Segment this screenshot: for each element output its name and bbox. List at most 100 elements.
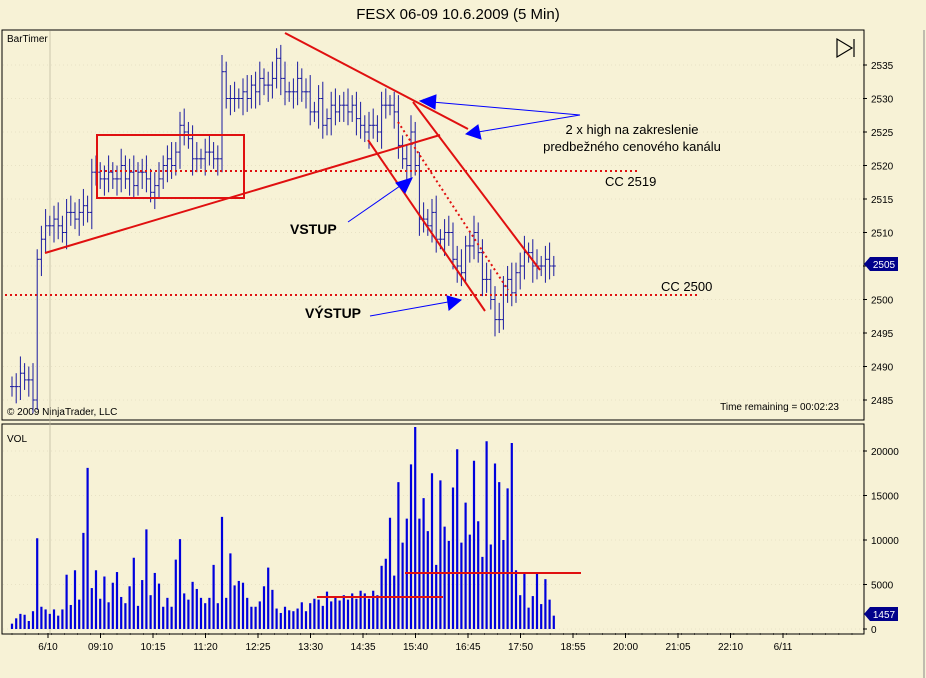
price-bar bbox=[442, 219, 447, 256]
level-2500-label: CC 2500 bbox=[661, 279, 712, 294]
price-bar bbox=[52, 205, 56, 243]
support-trendline bbox=[44, 134, 441, 254]
price-tick-label: 2530 bbox=[871, 95, 894, 106]
double-high-note-line2: predbežného cenového kanálu bbox=[543, 139, 721, 154]
price-bar bbox=[404, 145, 409, 183]
volume-label: VOL bbox=[7, 434, 27, 445]
channel-midline bbox=[397, 121, 509, 291]
price-bar bbox=[551, 255, 556, 277]
price-bar bbox=[320, 81, 325, 139]
price-bar bbox=[161, 155, 166, 189]
price-bar bbox=[220, 54, 224, 173]
price-bar bbox=[60, 215, 65, 243]
price-bar bbox=[47, 215, 52, 236]
price-bar bbox=[215, 145, 220, 176]
price-bar bbox=[488, 269, 493, 310]
price-bar bbox=[308, 75, 313, 126]
price-bar bbox=[241, 78, 245, 116]
price-bar bbox=[467, 232, 472, 263]
price-bar bbox=[207, 135, 212, 166]
time-tick-label: 6/10 bbox=[38, 642, 58, 653]
price-bar bbox=[379, 91, 384, 149]
price-bar bbox=[283, 61, 287, 106]
price-bar bbox=[232, 81, 237, 112]
bar-timer-end-icon[interactable] bbox=[836, 37, 855, 59]
price-bar bbox=[325, 108, 329, 136]
price-bar bbox=[73, 202, 77, 230]
price-bar bbox=[304, 78, 308, 109]
price-bar bbox=[463, 235, 468, 283]
price-bar bbox=[270, 61, 275, 99]
price-bar bbox=[152, 172, 157, 210]
copyright-label: © 2009 NinjaTrader, LLC bbox=[7, 407, 117, 418]
price-tick-label: 2495 bbox=[871, 329, 894, 340]
drawing-annotations bbox=[5, 32, 697, 598]
price-bar bbox=[333, 88, 338, 126]
price-tick-label: 2485 bbox=[871, 396, 894, 407]
volume-tick-label: 20000 bbox=[871, 447, 899, 458]
price-bar bbox=[56, 202, 61, 240]
price-bar bbox=[409, 115, 413, 179]
price-bar bbox=[262, 68, 266, 96]
price-bar bbox=[26, 366, 31, 397]
price-bar bbox=[354, 91, 359, 136]
price-bar bbox=[81, 188, 86, 226]
price-bar bbox=[211, 142, 216, 169]
price-bar bbox=[157, 162, 161, 199]
volume-tick-label: 10000 bbox=[871, 536, 899, 547]
time-tick-label: 11:20 bbox=[193, 642, 218, 653]
price-bar bbox=[10, 376, 14, 397]
price-bar bbox=[203, 138, 208, 176]
last-volume-badge-text: 1457 bbox=[873, 610, 896, 621]
price-bar bbox=[497, 302, 502, 333]
price-bar bbox=[98, 162, 103, 189]
price-bar bbox=[375, 115, 380, 143]
price-bar bbox=[451, 222, 455, 270]
volume-tick-label: 0 bbox=[871, 625, 877, 636]
price-bar bbox=[514, 262, 518, 303]
price-bar bbox=[446, 215, 451, 246]
consolidation-box bbox=[96, 134, 245, 199]
volume-tick-label: 15000 bbox=[871, 492, 899, 503]
channel-upper-line bbox=[412, 101, 541, 271]
price-bar bbox=[329, 91, 334, 136]
price-bar bbox=[295, 61, 300, 106]
price-bar bbox=[362, 115, 367, 143]
price-bar bbox=[68, 195, 73, 226]
price-bar bbox=[249, 75, 254, 109]
price-tick-label: 2500 bbox=[871, 296, 894, 307]
time-tick-label: 17:50 bbox=[508, 642, 533, 653]
price-bar bbox=[18, 356, 23, 400]
price-bar bbox=[182, 108, 187, 146]
price-bar bbox=[102, 165, 107, 196]
time-remaining-label: Time remaining = 00:02:23 bbox=[720, 402, 839, 413]
price-bar bbox=[476, 222, 481, 263]
volume-axis: 0 5000 10000 15000 20000 bbox=[863, 447, 899, 636]
time-tick-label: 20:00 bbox=[613, 642, 638, 653]
price-tick-label: 2520 bbox=[871, 162, 894, 173]
price-bar bbox=[110, 162, 115, 189]
price-bar bbox=[224, 61, 229, 109]
price-bar bbox=[358, 101, 363, 139]
price-bar bbox=[43, 209, 48, 253]
volume-grid bbox=[3, 450, 863, 630]
price-bar bbox=[190, 125, 195, 176]
volume-panel bbox=[1, 423, 865, 635]
time-tick-label: 12:25 bbox=[245, 642, 270, 653]
price-bar bbox=[383, 88, 388, 119]
price-bar bbox=[287, 81, 292, 102]
time-tick-label: 09:10 bbox=[88, 642, 113, 653]
price-bar bbox=[392, 91, 397, 129]
time-tick-label: 22:10 bbox=[718, 642, 743, 653]
price-bar bbox=[140, 158, 145, 189]
price-bar bbox=[371, 108, 376, 139]
price-bar bbox=[136, 162, 140, 196]
price-bar bbox=[350, 95, 355, 122]
price-bar bbox=[123, 155, 128, 189]
price-bar bbox=[299, 68, 304, 102]
time-tick-label: 6/11 bbox=[774, 642, 793, 653]
price-bar bbox=[144, 155, 149, 193]
price-bar bbox=[543, 245, 548, 283]
price-bar bbox=[64, 199, 69, 250]
